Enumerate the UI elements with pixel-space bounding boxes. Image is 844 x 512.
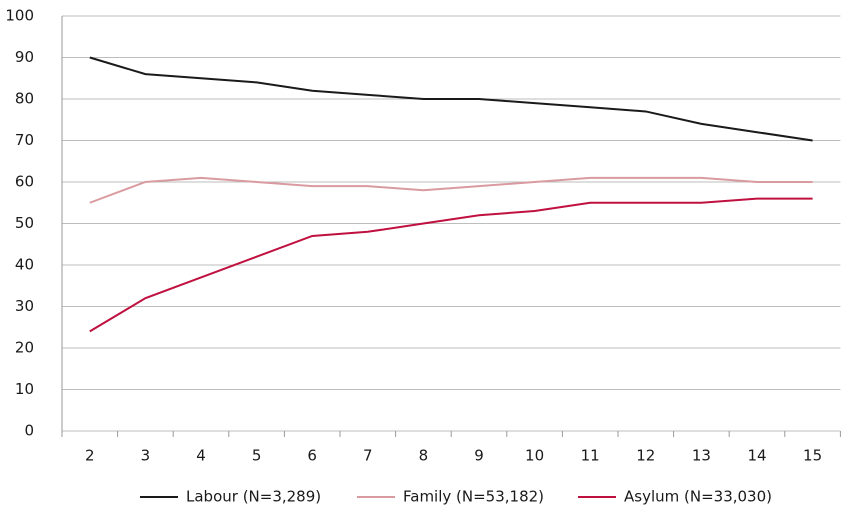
x-tick-label: 12 [636, 447, 655, 465]
x-tick-label: 11 [581, 447, 600, 465]
y-tick-label: 70 [15, 131, 34, 149]
y-tick-label: 10 [15, 380, 34, 398]
x-tick-label: 7 [363, 447, 373, 465]
x-tick-label: 13 [692, 447, 711, 465]
x-tick-label: 6 [307, 447, 317, 465]
x-tick-label: 2 [85, 447, 95, 465]
x-tick-label: 8 [419, 447, 429, 465]
x-tick-label: 10 [525, 447, 544, 465]
y-tick-label: 90 [15, 48, 34, 66]
y-tick-label: 50 [15, 214, 34, 232]
series-line [89, 56, 813, 142]
y-tick-label: 40 [15, 256, 34, 274]
y-tick-label: 100 [5, 7, 34, 25]
y-tick-label: 80 [15, 90, 34, 108]
y-tick-label: 60 [15, 173, 34, 191]
legend-label: Labour (N=3,289) [186, 488, 321, 506]
x-tick-label: 14 [747, 447, 766, 465]
series-line [89, 197, 813, 333]
y-tick-label: 30 [15, 297, 34, 315]
series-line [89, 176, 813, 204]
legend-label: Asylum (N=33,030) [624, 488, 772, 506]
x-tick-label: 3 [141, 447, 151, 465]
x-tick-label: 9 [474, 447, 484, 465]
y-tick-label: 0 [24, 422, 34, 440]
x-tick-label: 4 [196, 447, 206, 465]
x-tick-label: 15 [803, 447, 822, 465]
y-tick-label: 20 [15, 339, 34, 357]
legend-label: Family (N=53,182) [403, 488, 544, 506]
x-tick-label: 5 [252, 447, 262, 465]
